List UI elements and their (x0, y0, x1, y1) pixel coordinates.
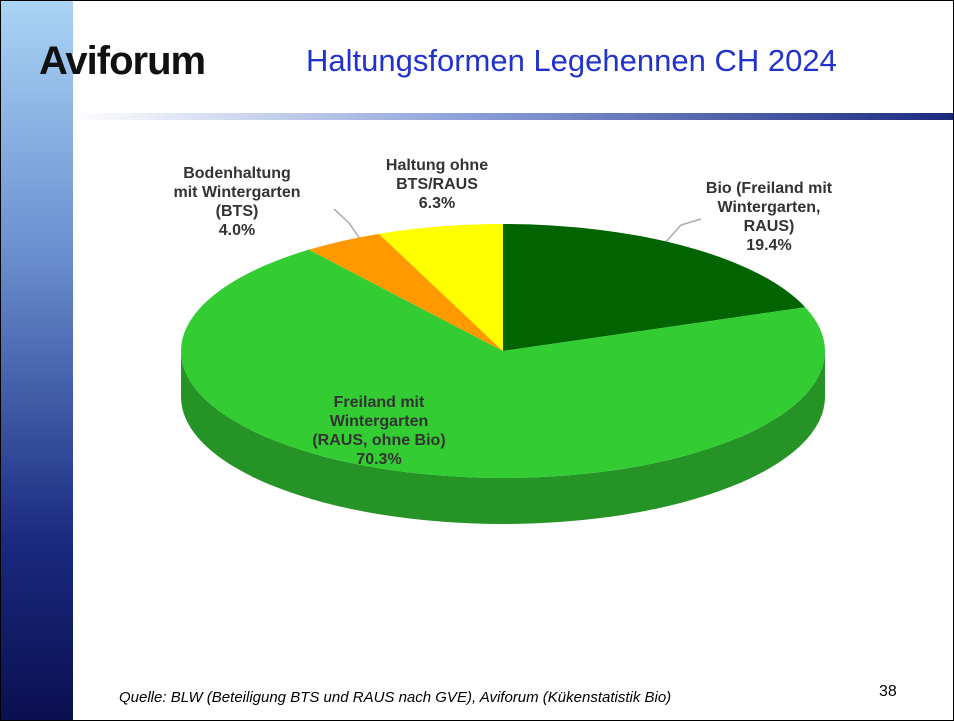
slice (181, 249, 825, 478)
slice-label: Haltung ohne BTS/RAUS 6.3% (386, 156, 488, 213)
page-number: 38 (879, 683, 897, 700)
value-label: 19.4% (746, 237, 792, 254)
slice-label: Freiland mit Wintergarten (RAUS, ohne Bi… (312, 393, 445, 469)
value-label: 4.0% (218, 222, 256, 239)
slice-side (181, 351, 825, 524)
category-label: Haltung ohne BTS/RAUS (385, 157, 489, 193)
slice (503, 224, 806, 351)
value-label: 70.3% (356, 451, 402, 468)
header-rule (73, 113, 953, 120)
logo: Aviforum (39, 39, 206, 83)
side-bar (1, 1, 73, 720)
chart-title: Haltungsformen Legehennen CH 2024 (306, 43, 837, 78)
leader-line (662, 218, 702, 246)
source-note: Quelle: BLW (Beteiligung BTS und RAUS na… (119, 689, 672, 706)
slice (308, 233, 503, 351)
slice-label: Bio (Freiland mit Wintergarten, RAUS) 19.… (706, 179, 832, 255)
category-label: Bio (Freiland mit Wintergarten, RAUS) (705, 180, 833, 235)
slice-label: Bodenhaltung mit Wintergarten (BTS) 4.0% (174, 164, 301, 240)
value-label: 6.3% (418, 195, 456, 212)
slice (378, 224, 503, 351)
category-label: Bodenhaltung mit Wintergarten (BTS) (173, 165, 301, 220)
leader-lines (333, 208, 702, 246)
leader-line (333, 208, 364, 244)
category-label: Freiland mit Wintergarten (RAUS, ohne Bi… (312, 394, 446, 449)
